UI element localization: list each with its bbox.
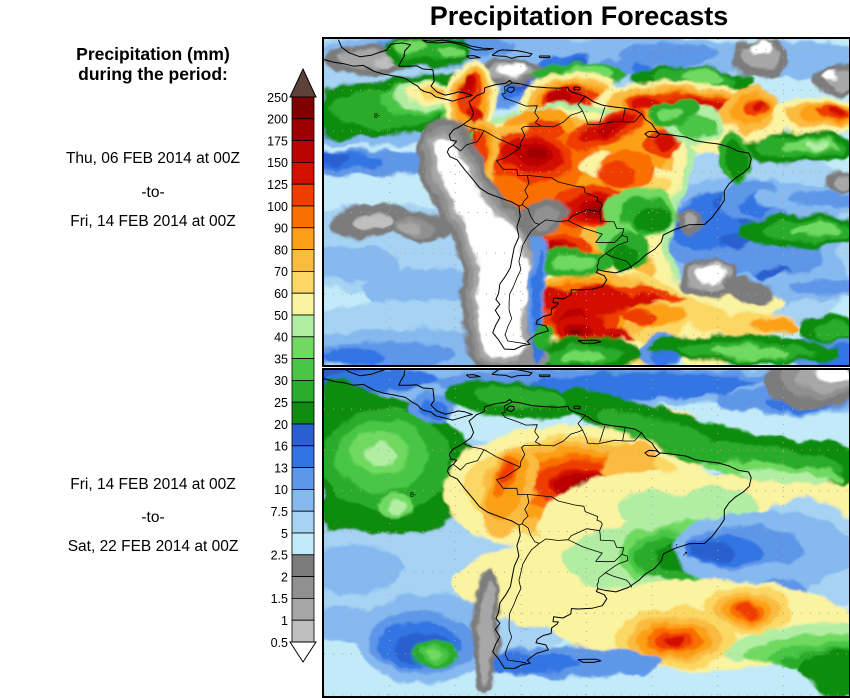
colorbar-label-25: 25 bbox=[274, 396, 288, 410]
colorbar-segment-35-40 bbox=[291, 336, 315, 359]
colorbar-segment-5-7.5 bbox=[291, 510, 315, 534]
colorbar-segment-70-80 bbox=[291, 249, 315, 272]
colorbar-segment-125-150 bbox=[291, 162, 315, 185]
colorbar-segment-2.5-5 bbox=[291, 532, 315, 556]
colorbar-label-70: 70 bbox=[274, 265, 288, 279]
colorbar-label-125: 125 bbox=[267, 178, 288, 192]
colorbar-arrow-above-250 bbox=[289, 67, 317, 98]
colorbar-label-7.5: 7.5 bbox=[271, 505, 288, 519]
colorbar-segment-30-35 bbox=[291, 358, 315, 381]
colorbar-label-13: 13 bbox=[274, 461, 288, 475]
colorbar-label-50: 50 bbox=[274, 309, 288, 323]
colorbar-label-10: 10 bbox=[274, 483, 288, 497]
colorbar-segment-0.5-1 bbox=[291, 619, 315, 643]
colorbar-label-30: 30 bbox=[274, 374, 288, 388]
colorbar-segment-175-200 bbox=[291, 118, 315, 141]
colorbar-label-250: 250 bbox=[267, 91, 288, 105]
period1-separator: -to- bbox=[141, 184, 165, 201]
colorbar-label-80: 80 bbox=[274, 243, 288, 257]
contour-mark: 8- bbox=[374, 113, 381, 120]
colorbar-segment-1-1.5 bbox=[291, 598, 315, 621]
colorbar-label-175: 175 bbox=[267, 134, 288, 148]
colorbar-label-60: 60 bbox=[274, 287, 288, 301]
colorbar-label-5: 5 bbox=[281, 527, 288, 541]
colorbar-label-100: 100 bbox=[267, 200, 288, 214]
map1-canvas: 8- bbox=[324, 39, 849, 365]
page-title: Precipitation Forecasts bbox=[429, 1, 729, 31]
colorbar-segment-20-25 bbox=[291, 401, 315, 425]
colorbar-segment-50-60 bbox=[291, 292, 315, 316]
colorbar-label-150: 150 bbox=[267, 156, 288, 170]
colorbar-segment-2-2.5 bbox=[291, 554, 315, 577]
period2-start-date: Fri, 14 FEB 2014 at 00Z bbox=[70, 476, 236, 493]
colorbar-segment-10-13 bbox=[291, 467, 315, 490]
colorbar-segment-80-90 bbox=[291, 227, 315, 251]
colorbar-label-40: 40 bbox=[274, 331, 288, 345]
map2-canvas: 8- ↑↗ bbox=[324, 370, 849, 696]
colorbar-segment-200-250 bbox=[291, 96, 315, 120]
colorbar-label-35: 35 bbox=[274, 352, 288, 366]
colorbar-label-1.5: 1.5 bbox=[271, 592, 288, 606]
contour-mark: 8- bbox=[410, 492, 417, 499]
period1-end-date: Fri, 14 FEB 2014 at 00Z bbox=[70, 213, 236, 230]
colorbar-label-16: 16 bbox=[274, 440, 288, 454]
legend-heading: Precipitation (mm) during the period: bbox=[3, 44, 303, 84]
contour-mark: ↗ bbox=[682, 551, 688, 558]
colorbar-label-2: 2 bbox=[281, 570, 288, 584]
colorbar-segment-60-70 bbox=[291, 270, 315, 294]
colorbar-label-90: 90 bbox=[274, 222, 288, 236]
precipitation-map-week2: 8- ↑ ↗ bbox=[322, 368, 850, 698]
color-scale-bar: 2502001751501251009080706050403530252016… bbox=[267, 67, 317, 663]
colorbar-segment-1.5-2 bbox=[291, 576, 315, 599]
colorbar-arrow-below-0.5 bbox=[289, 641, 317, 663]
period2-end-date: Sat, 22 FEB 2014 at 00Z bbox=[67, 538, 239, 555]
legend-heading-line2: during the period: bbox=[78, 64, 228, 84]
colorbar-segment-40-50 bbox=[291, 314, 315, 338]
colorbar-label-2.5: 2.5 bbox=[271, 549, 288, 563]
precipitation-map-week1: 8- bbox=[322, 37, 850, 367]
colorbar-label-1: 1 bbox=[281, 614, 288, 628]
contour-mark: ↑ bbox=[675, 543, 679, 550]
colorbar-segment-7.5-10 bbox=[291, 488, 315, 512]
legend-heading-line1: Precipitation (mm) bbox=[76, 44, 230, 64]
period1-start-date: Thu, 06 FEB 2014 at 00Z bbox=[65, 150, 241, 167]
colorbar-label-200: 200 bbox=[267, 113, 288, 127]
colorbar-label-20: 20 bbox=[274, 418, 288, 432]
colorbar-segment-13-16 bbox=[291, 445, 315, 468]
colorbar-segment-25-30 bbox=[291, 379, 315, 403]
colorbar-segment-16-20 bbox=[291, 423, 315, 447]
colorbar-label-0.5: 0.5 bbox=[271, 636, 288, 650]
colorbar-segment-150-175 bbox=[291, 140, 315, 163]
colorbar-segment-90-100 bbox=[291, 205, 315, 229]
period2-separator: -to- bbox=[141, 509, 165, 526]
colorbar-segment-100-125 bbox=[291, 183, 315, 207]
